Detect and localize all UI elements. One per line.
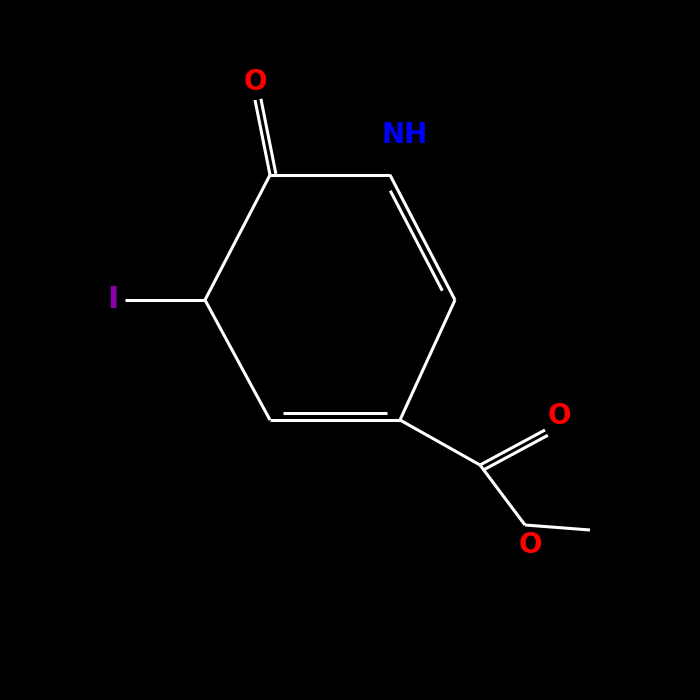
Text: NH: NH [382, 121, 428, 149]
Text: O: O [547, 402, 570, 430]
Text: O: O [518, 531, 542, 559]
Text: I: I [107, 286, 119, 314]
Text: O: O [244, 68, 267, 96]
